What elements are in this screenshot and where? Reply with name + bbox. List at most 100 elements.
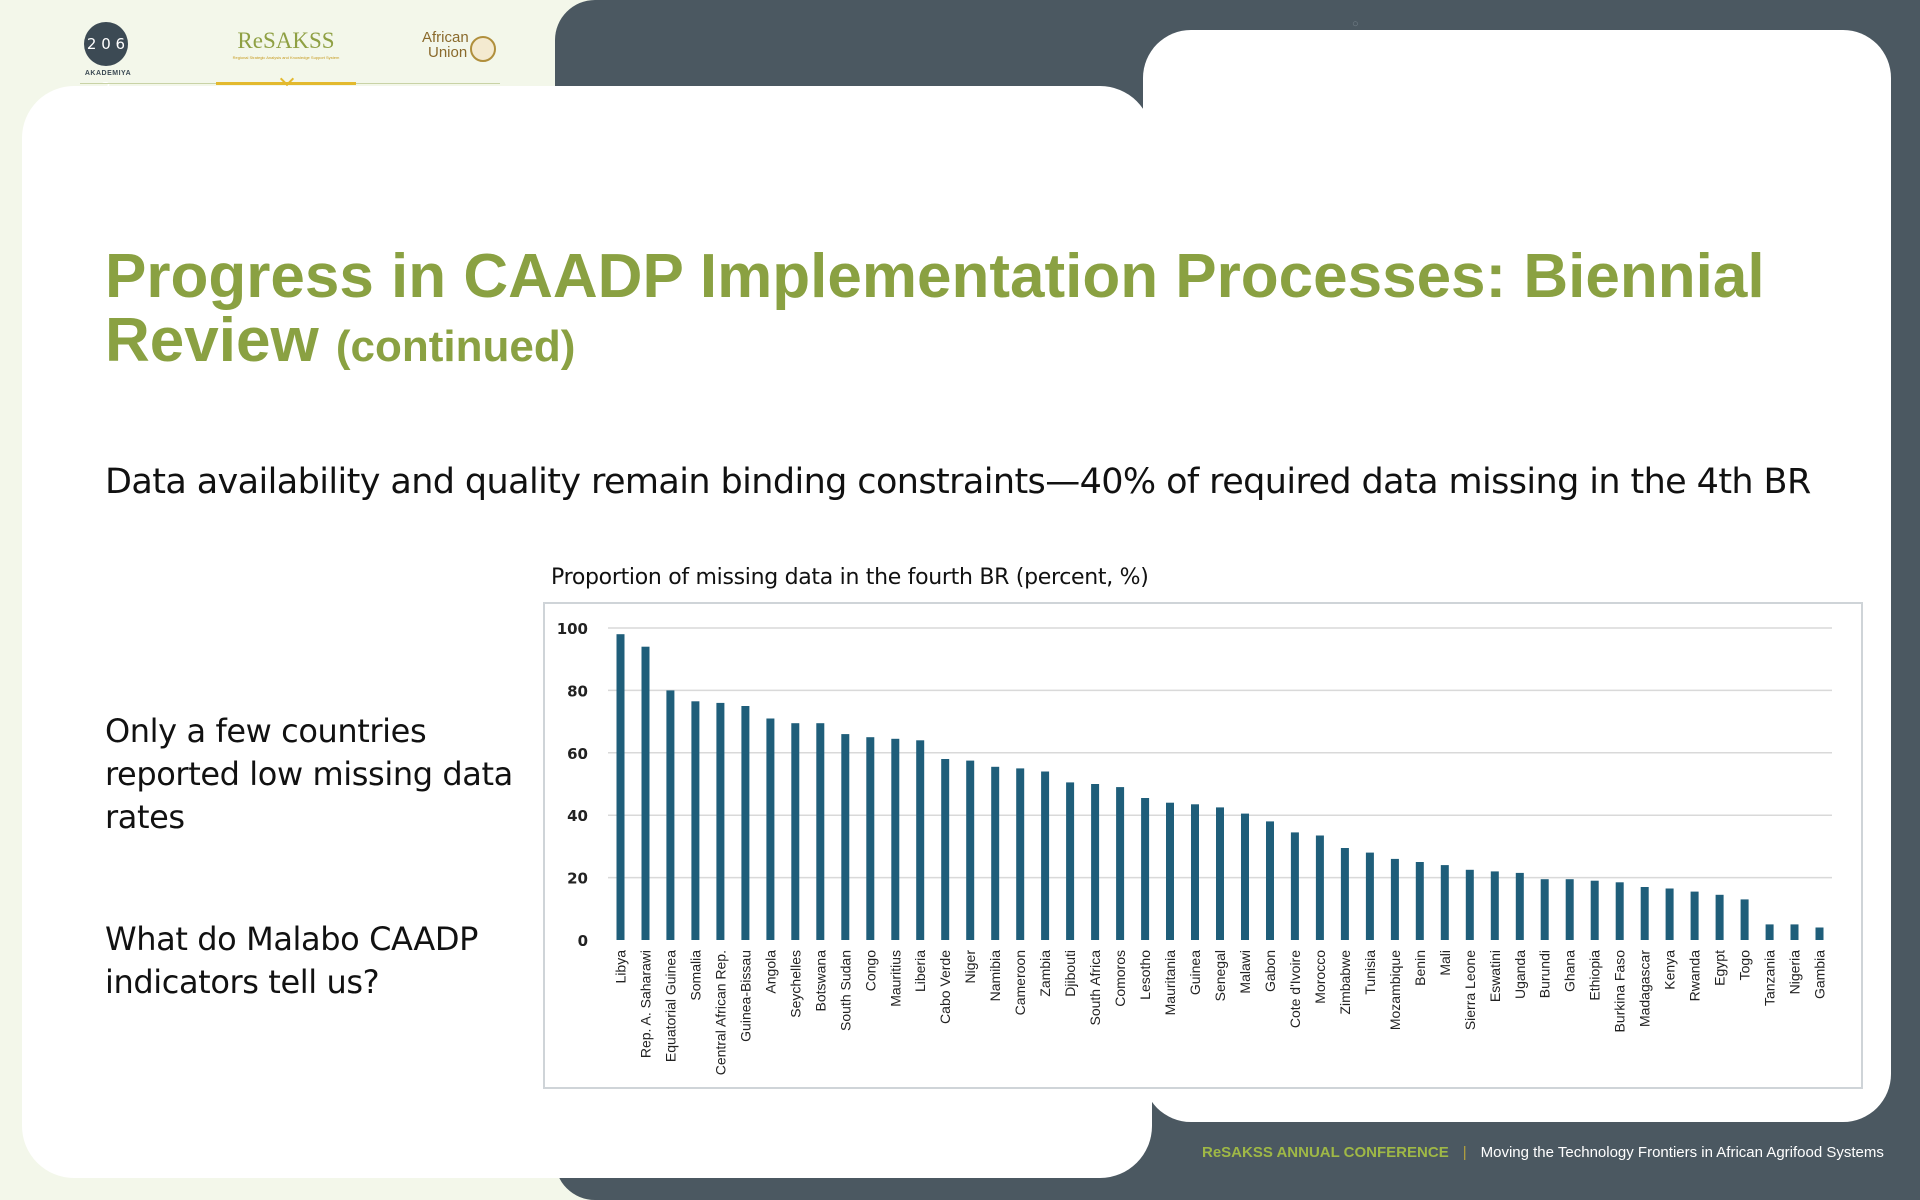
bar [1166,802,1174,940]
x-tick-label: Liberia [912,950,928,992]
bar [1740,899,1749,940]
side-note-question: What do Malabo CAADP indicators tell us? [105,920,479,1001]
x-tick-label: Equatorial Guinea [662,950,678,1062]
bar [966,760,975,940]
bar [1565,879,1574,940]
x-tick-label: Ghana [1562,950,1578,992]
x-tick-label: Gabon [1262,950,1278,992]
bar [666,690,675,940]
x-tick-label: Senegal [1212,950,1228,1001]
x-tick-label: Ethiopia [1587,950,1603,1001]
x-tick-label: South Africa [1087,950,1103,1026]
x-tick-label: Botswana [812,950,828,1012]
bar [991,766,1000,940]
footer-tagline: Moving the Technology Frontiers in Afric… [1480,1144,1884,1161]
bar [1790,924,1799,940]
side-note-low-missing: Only a few countries reported low missin… [105,712,513,836]
chart-x-axis: Libya Rep. A. Saharawi Equatorial Guinea So… [613,950,1828,1076]
bar [1066,782,1075,940]
x-tick-label: Djibouti [1062,950,1078,997]
x-tick-label: Mauritania [1162,950,1178,1016]
slide-subtitle: Data availability and quality remain bin… [105,462,1811,502]
bar [1665,888,1674,940]
x-tick-label: Cabo Verde [937,950,953,1024]
bar [1765,924,1774,940]
x-tick-label: Central African Rep. [712,950,728,1075]
x-tick-label: Tunisia [1362,950,1378,995]
bar [1340,848,1349,940]
bar [891,738,900,940]
slide-title: Progress in CAADP Implementation Process… [105,245,1805,379]
bar [641,646,650,940]
bar [1191,804,1199,940]
x-tick-label: Burundi [1537,950,1553,998]
bar [741,706,750,940]
bar [1515,872,1524,940]
x-tick-label: Kenya [1662,950,1678,990]
x-tick-label: South Sudan [837,950,853,1031]
footer: ReSAKSS ANNUAL CONFERENCE | Moving the Tec… [1202,1144,1884,1161]
bar [1365,852,1374,940]
footer-brand: ReSAKSS ANNUAL CONFERENCE [1202,1144,1449,1161]
x-tick-label: Sierra Leone [1462,950,1478,1030]
x-tick-label: Cote d'Ivoire [1287,950,1303,1028]
x-tick-label: Rwanda [1687,950,1703,1002]
x-tick-label: Benin [1412,950,1428,986]
x-tick-label: Mali [1437,950,1453,976]
african-union-logo[interactable]: African Union [422,30,496,62]
x-tick-label: Namibia [987,950,1003,1002]
bar [1241,813,1249,940]
bar [1315,835,1324,940]
x-tick-label: Somalia [687,950,703,1001]
y-tick-label: 40 [567,807,588,825]
y-tick-label: 100 [557,620,588,638]
x-tick-label: Gambia [1812,950,1828,999]
x-tick-label: Tanzania [1762,950,1778,1006]
x-tick-label: Mauritius [887,950,903,1007]
y-tick-label: 80 [567,682,588,700]
x-tick-label: Rep. A. Saharawi [638,950,654,1058]
slide-title-suffix: (continued) [335,322,576,371]
bar [1290,832,1299,940]
bar [916,740,925,940]
x-tick-label: Togo [1737,950,1753,981]
x-tick-label: Zimbabwe [1337,950,1353,1015]
x-tick-label: Congo [862,950,878,991]
bar [1590,880,1599,940]
x-tick-label: Madagascar [1637,950,1653,1027]
watermark-icon: ○ [1352,18,1359,30]
x-tick-label: Morocco [1312,950,1328,1004]
bar [1390,858,1399,940]
chart-title: Proportion of missing data in the fourth… [551,565,1149,590]
bar [1266,821,1274,940]
bar [1815,927,1824,940]
resakss-name: ReSAKSS [237,28,335,53]
x-tick-label: Burkina Faso [1612,950,1628,1033]
resakss-logo[interactable]: ReSAKSS Regional Strategic Analysis and … [226,28,346,60]
bar [1715,894,1724,940]
footer-separator: | [1462,1144,1467,1161]
y-tick-label: 20 [567,870,588,888]
bar [941,759,950,940]
x-tick-label: Cameroon [1012,950,1028,1015]
x-tick-label: Niger [962,950,978,984]
x-tick-label: Malawi [1237,950,1253,994]
slide-title-main: Progress in CAADP Implementation Process… [105,242,1765,375]
logo-bar: 2 0 6 3 AKADEMIYA ReSAKSS Regional Strat… [80,16,500,97]
bar [816,723,825,940]
x-tick-label: Comoros [1112,950,1128,1007]
x-tick-label: Angola [762,950,778,994]
bar [1141,798,1150,940]
x-tick-label: Seychelles [787,950,803,1018]
bar [1415,862,1424,940]
bar [1216,807,1224,940]
x-tick-label: Mozambique [1387,950,1403,1030]
resakss-tagline: Regional Strategic Analysis and Knowledg… [232,55,340,60]
bar [691,701,700,940]
bar [1690,891,1699,940]
bar [1540,879,1549,940]
akademiya-logo[interactable]: 2 0 6 3 AKADEMIYA [82,20,132,97]
africa-globe-icon [470,36,496,62]
bar [1615,882,1624,940]
bar [1490,871,1499,940]
